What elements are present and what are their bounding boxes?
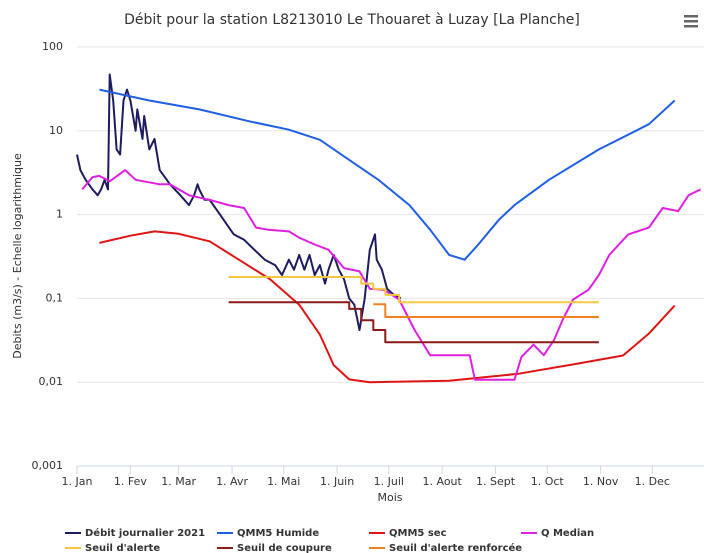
x-tick-label: 1. Oct [531,475,565,488]
x-axis-title: Mois [377,491,402,504]
x-tick-label: 1. Avr [216,475,248,488]
y-tick-label: 1 [56,208,63,221]
x-tick-label: 1. Sept [476,475,516,488]
y-axis-title: Debits (m3/s) - Echelle logarithmique [11,153,24,359]
series-line [373,303,599,318]
legend-item[interactable]: QMM5 sec [369,528,447,539]
series-line [228,276,599,304]
legend-label: Q Median [541,528,594,539]
legend-item[interactable]: Débit journalier 2021 [65,527,205,539]
series-line [76,73,402,331]
legend-label: Débit journalier 2021 [85,527,205,539]
menu-button[interactable] [680,10,702,30]
menu-bar [684,15,698,18]
legend-item[interactable]: Q Median [521,528,594,539]
x-tick-label: 1. Dec [635,475,670,488]
series-line [228,301,599,344]
legend-item[interactable]: Seuil d'alerte [65,543,160,553]
legend-label: Seuil de coupure [237,543,332,553]
legend-label: Seuil d'alerte renforcée [389,542,522,553]
x-tick-label: 1. Aout [423,475,463,488]
x-tick-label: 1. Mai [267,475,300,488]
x-tick-label: 1. Mar [161,475,196,488]
x-tick-label: 1. Juin [320,475,354,488]
menu-bar [684,20,698,23]
series-line [99,230,676,384]
y-tick-label: 0,001 [32,459,64,472]
legend-label: QMM5 Humide [237,528,319,539]
y-tick-label: 0,1 [46,291,64,304]
legend-item[interactable]: Seuil d'alerte renforcée [369,542,522,553]
x-tick-label: 1. Fev [114,475,147,488]
x-tick-label: 1. Jan [62,475,93,488]
x-tick-label: 1. Juil [374,475,404,488]
legend-item[interactable]: QMM5 Humide [217,528,319,539]
y-tick-label: 100 [42,40,63,53]
y-tick-label: 10 [49,124,63,137]
chart-title: Débit pour la station L8213010 Le Thouar… [124,12,580,28]
menu-bar [684,25,698,28]
legend-label: QMM5 sec [389,528,447,539]
x-tick-label: 1. Nov [583,475,619,488]
y-tick-label: 0,01 [39,375,64,388]
series-line [99,88,676,261]
legend-item[interactable]: Seuil de coupure [217,543,332,553]
legend-label: Seuil d'alerte [85,543,160,553]
